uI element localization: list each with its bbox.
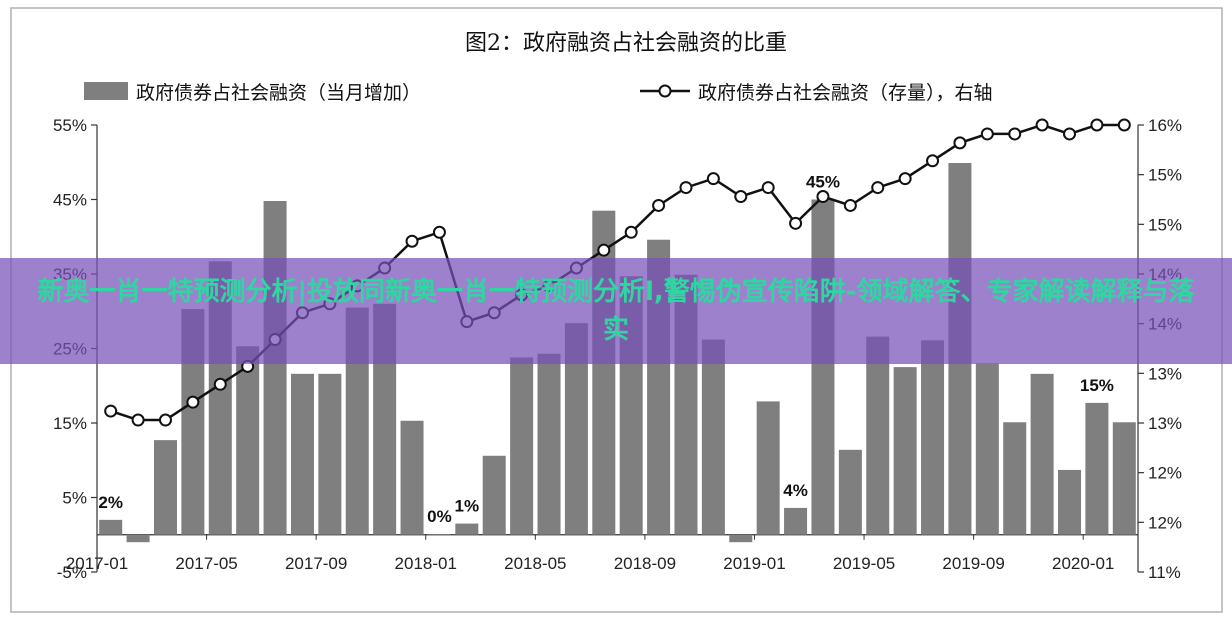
bar xyxy=(893,367,917,535)
legend-swatch-marker xyxy=(658,84,672,98)
line-point xyxy=(624,225,638,239)
data-label: 15% xyxy=(1080,376,1114,395)
y2-tick-label: 16% xyxy=(1148,116,1182,135)
y2-tick-label: 15% xyxy=(1148,215,1182,234)
x-tick-label: 2020-01 xyxy=(1052,554,1114,573)
bar xyxy=(510,357,534,535)
line-point xyxy=(1035,118,1049,132)
x-tick-label: 2017-09 xyxy=(285,554,347,573)
line-point xyxy=(104,404,118,418)
bar xyxy=(318,373,342,535)
line-point xyxy=(1090,118,1104,132)
line-point xyxy=(953,136,967,150)
bar xyxy=(236,346,260,535)
bar xyxy=(427,534,451,535)
line-point xyxy=(980,127,994,141)
data-label: 1% xyxy=(455,497,480,516)
y2-tick-label: 12% xyxy=(1148,513,1182,532)
line-point xyxy=(1008,127,1022,141)
y-tick-label: 5% xyxy=(62,489,87,508)
data-label: 2% xyxy=(98,493,123,512)
line-point xyxy=(679,181,693,195)
data-labels: 2% 0%1% 4% 45% 15% xyxy=(98,173,1114,527)
bar xyxy=(537,353,561,535)
line-point xyxy=(1063,127,1077,141)
x-tick-label: 2018-09 xyxy=(614,554,676,573)
bar xyxy=(1030,373,1054,535)
line-point xyxy=(158,413,172,427)
line-point xyxy=(213,377,227,391)
bar xyxy=(564,323,588,535)
data-label: 4% xyxy=(783,481,808,500)
legend: 政府债券占社会融资（当月增加） 政府债券占社会融资（存量），右轴 xyxy=(84,82,993,104)
line-point xyxy=(843,198,857,212)
overlay-banner: 新奥一肖一特预测分析|投放同新奥一肖一特预测分析l,警惕伪宣传陷阱-领域解答、专… xyxy=(0,258,1232,364)
x-tick-label: 2019-01 xyxy=(723,554,785,573)
bar xyxy=(701,339,725,535)
y2-tick-label: 15% xyxy=(1148,166,1182,185)
bar xyxy=(866,336,890,535)
y2-tick-label: 13% xyxy=(1148,414,1182,433)
bar xyxy=(455,523,479,535)
bar xyxy=(784,507,808,535)
legend-label-bar: 政府债券占社会融资（当月增加） xyxy=(136,82,421,104)
legend-label-line: 政府债券占社会融资（存量），右轴 xyxy=(698,82,993,104)
y-tick-label: 55% xyxy=(53,116,87,135)
bar xyxy=(153,440,177,535)
bar xyxy=(1112,422,1136,535)
line-point xyxy=(734,190,748,204)
x-tick-label: 2019-05 xyxy=(833,554,895,573)
line-point xyxy=(597,243,611,257)
bar xyxy=(181,309,205,535)
banner-text: 新奥一肖一特预测分析|投放同新奥一肖一特预测分析l,警惕伪宣传陷阱-领域解答、专… xyxy=(37,277,1195,345)
axes: -5%5%15%25%35%45%55%11%12%12%13%13%14%14… xyxy=(53,116,1182,582)
bar xyxy=(1085,402,1109,535)
line-point xyxy=(432,225,446,239)
bar xyxy=(99,519,123,535)
bar xyxy=(482,455,506,535)
x-tick-label: 2019-09 xyxy=(942,554,1004,573)
bar xyxy=(1058,469,1082,535)
y-tick-label: 45% xyxy=(53,191,87,210)
bar xyxy=(921,340,945,535)
bar xyxy=(756,401,780,535)
line-point xyxy=(898,172,912,186)
x-tick-label: 2018-01 xyxy=(395,554,457,573)
y-tick-label: -5% xyxy=(57,563,87,582)
line-point xyxy=(186,395,200,409)
line-point xyxy=(706,172,720,186)
line-point xyxy=(1117,118,1131,132)
bar xyxy=(729,534,753,543)
y2-tick-label: 11% xyxy=(1148,563,1181,582)
bar xyxy=(345,307,369,535)
legend-swatch-bar xyxy=(84,82,128,100)
line-point xyxy=(926,154,940,168)
y2-tick-label: 13% xyxy=(1148,364,1182,383)
line-point xyxy=(131,413,145,427)
x-tick-label: 2018-05 xyxy=(504,554,566,573)
bar xyxy=(263,200,287,535)
data-label: 45% xyxy=(806,173,840,192)
y2-tick-label: 12% xyxy=(1148,464,1182,483)
bar xyxy=(838,449,862,535)
line-point xyxy=(816,190,830,204)
line-point xyxy=(789,216,803,230)
line-point xyxy=(761,181,775,195)
y-tick-label: 15% xyxy=(53,414,87,433)
x-tick-label: 2017-01 xyxy=(66,554,128,573)
chart-title: 图2：政府融资占社会融资的比重 xyxy=(465,31,787,56)
bar xyxy=(126,534,150,543)
data-label: 0% xyxy=(427,507,452,526)
line-point xyxy=(652,198,666,212)
bar xyxy=(290,373,314,535)
bar xyxy=(811,199,835,535)
x-tick-label: 2017-05 xyxy=(175,554,237,573)
bar xyxy=(975,363,999,535)
bar xyxy=(400,420,424,535)
line-point xyxy=(871,181,885,195)
line-point xyxy=(405,234,419,248)
bar xyxy=(1003,422,1027,535)
